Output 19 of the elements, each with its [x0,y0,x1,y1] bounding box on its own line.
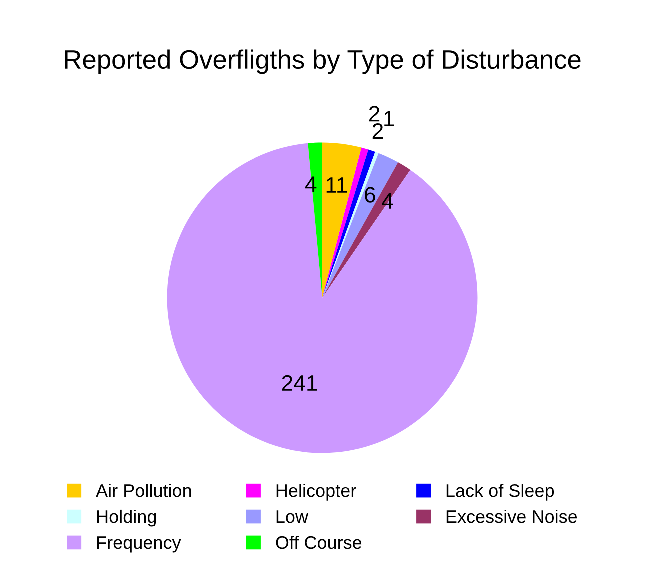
legend-label: Low [276,510,309,524]
pie-slice [322,153,398,298]
data-label: 11 [326,178,348,193]
pie-slice [322,162,411,298]
data-label: 2 [369,106,380,122]
legend-label: Lack of Sleep [446,484,554,501]
data-label: 241 [282,375,318,391]
legend-label: Helicopter [276,484,356,501]
legend-label: Frequency [97,536,182,553]
pie-slice [322,142,362,298]
chart-title: Reported Overfligths by Type of Disturbance [65,50,581,74]
data-label: 2 [372,123,384,139]
legend-label: Excessive Noise [446,510,578,524]
pie-slice [167,143,478,454]
legend-label: Off Course [276,536,362,550]
legend-label: Holding [97,510,156,527]
data-label: 6 [365,187,376,203]
data-label: 1 [384,111,394,126]
legend-label: Air Pollution [96,484,192,498]
